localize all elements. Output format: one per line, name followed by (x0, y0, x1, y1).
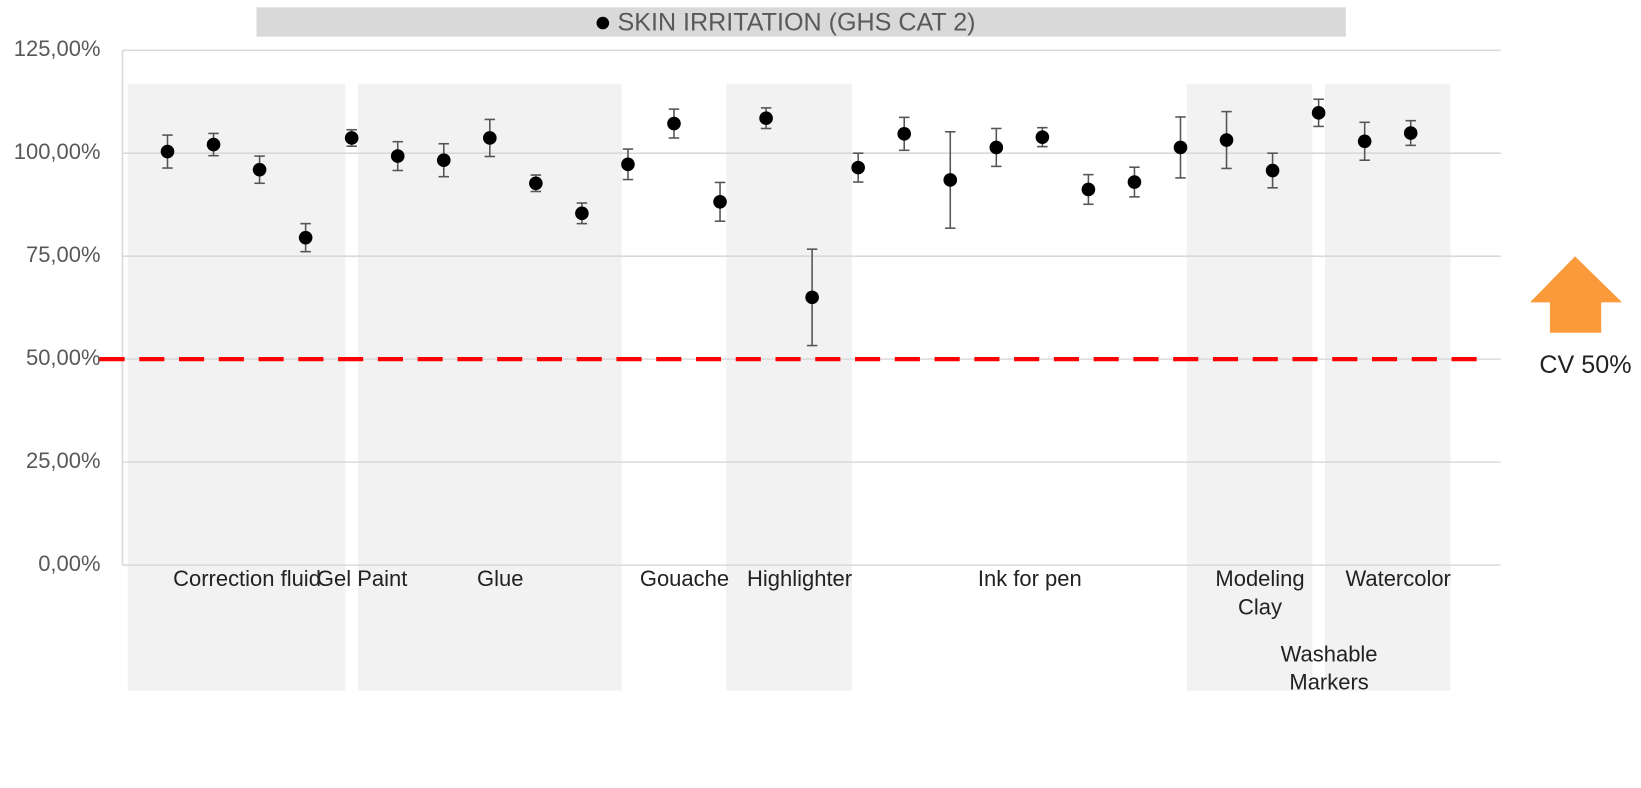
data-point (759, 111, 773, 125)
group-label: Gouache (639, 567, 730, 592)
group-band (726, 83, 852, 691)
group-label-box: Highlighter (747, 567, 853, 592)
group-label-box: Washable Markers (1280, 642, 1378, 695)
group-label: Glue (477, 567, 524, 592)
group-label: Watercolor (1345, 567, 1451, 592)
group-label-box: Ink for pen (977, 567, 1082, 592)
data-point (1311, 106, 1326, 120)
y-tick-label: 50,00% (26, 345, 101, 370)
data-point (1035, 130, 1050, 144)
y-tick-label: 0,00% (38, 551, 100, 576)
group-label-box: Modeling Clay (1215, 567, 1305, 620)
group-label: Washable Markers (1280, 642, 1378, 695)
data-point (1127, 175, 1142, 189)
data-point (1219, 133, 1234, 147)
data-point (575, 206, 589, 221)
data-point (1357, 134, 1372, 149)
group-label: Highlighter (747, 567, 853, 592)
group-label: Correction fluid (173, 567, 321, 592)
group-label-box: Correction fluid (173, 567, 321, 592)
data-point (252, 162, 267, 177)
data-point (1081, 182, 1096, 197)
legend-label: SKIN IRRITATION (GHS CAT 2) (617, 9, 975, 37)
data-point (805, 290, 819, 305)
legend-box (256, 7, 1346, 37)
arrow-icon (1530, 256, 1623, 333)
data-point (390, 149, 405, 163)
group-label-box: Gel Paint (316, 567, 408, 592)
data-point (206, 137, 221, 152)
data-point (1403, 126, 1418, 140)
data-point (1173, 140, 1188, 155)
group-label-box: Watercolor (1345, 567, 1451, 592)
data-point (621, 157, 635, 172)
data-point (436, 153, 451, 168)
y-tick-label: 125,00% (14, 36, 101, 61)
data-point (483, 131, 497, 145)
group-band (357, 83, 622, 691)
group-band (1324, 83, 1451, 691)
reference-label: CV 50% (1539, 351, 1631, 379)
group-label-box: Glue (477, 567, 524, 592)
bands (127, 83, 1451, 691)
group-label: Modeling Clay (1215, 567, 1305, 620)
data-point (160, 144, 175, 159)
data-point (989, 140, 1004, 155)
y-tick-label: 25,00% (26, 448, 101, 473)
data-point (1265, 163, 1280, 178)
data-point (298, 230, 313, 245)
data-point (897, 127, 912, 141)
group-label: Ink for pen (977, 567, 1082, 592)
data-point (667, 116, 681, 131)
group-band (127, 83, 346, 691)
y-tick-label: 75,00% (26, 242, 101, 267)
legend-marker (596, 16, 610, 30)
y-tick-label: 100,00% (14, 139, 101, 164)
group-band (1186, 83, 1313, 691)
data-point (851, 160, 865, 175)
data-point (713, 195, 727, 209)
group-label-box: Gouache (639, 567, 730, 592)
data-point (344, 131, 359, 145)
data-point (943, 173, 958, 187)
data-point (529, 176, 543, 191)
group-label: Gel Paint (316, 567, 408, 592)
